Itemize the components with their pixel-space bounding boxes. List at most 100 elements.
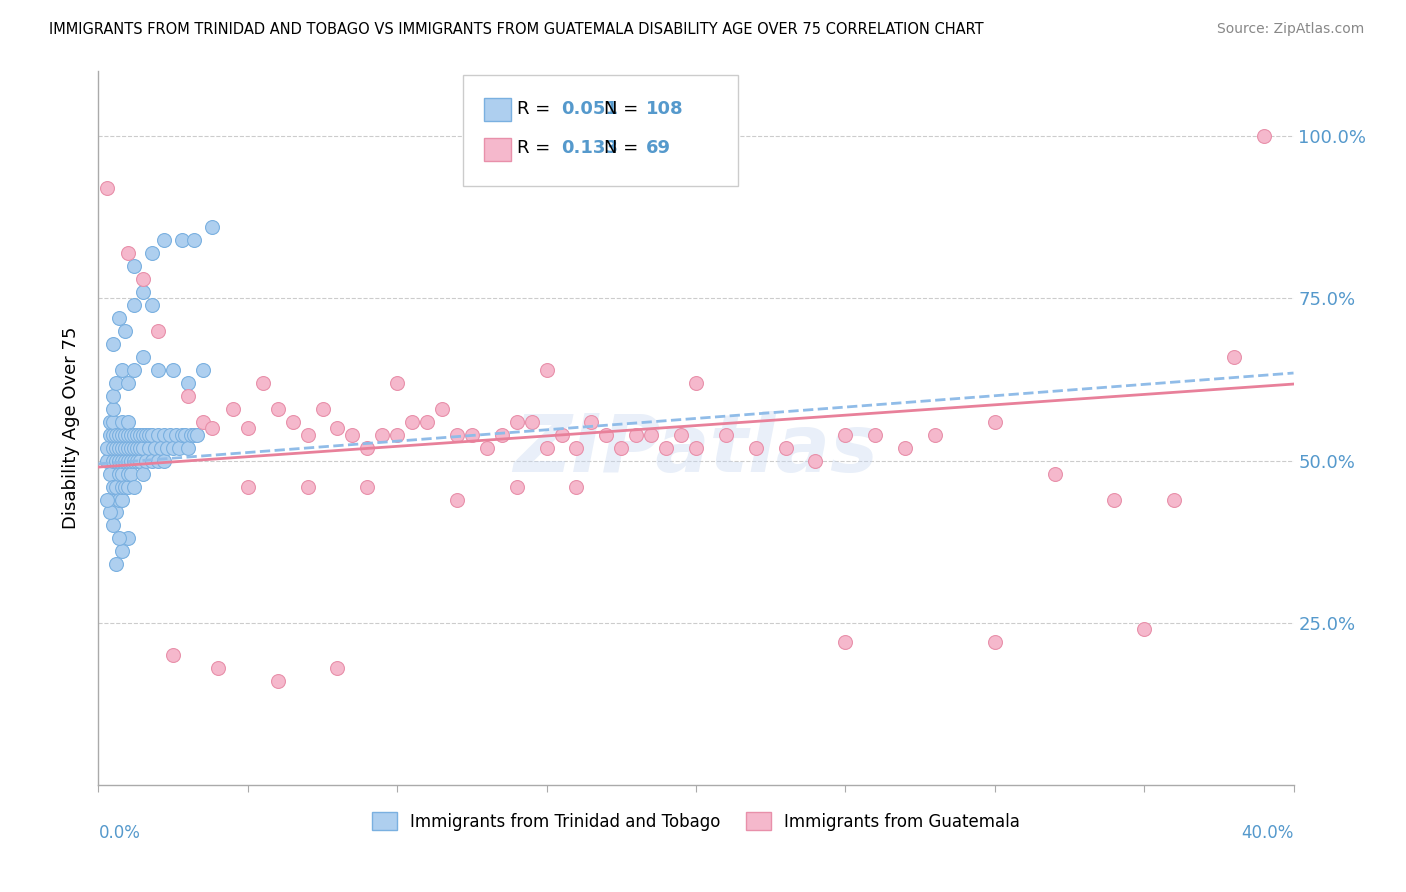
Point <box>475 441 498 455</box>
Point <box>98 427 122 442</box>
Point <box>174 427 197 442</box>
Point <box>108 427 131 442</box>
Point <box>201 220 224 235</box>
Point <box>506 479 529 493</box>
Point <box>96 492 118 507</box>
Point <box>111 363 134 377</box>
Point <box>626 427 648 442</box>
Point <box>127 427 149 442</box>
Point <box>153 233 176 247</box>
Point <box>114 479 136 493</box>
Point <box>124 298 146 312</box>
Point <box>132 467 155 481</box>
Point <box>124 259 146 273</box>
Point <box>111 427 134 442</box>
Point <box>1043 467 1066 481</box>
Point <box>162 648 184 663</box>
Point <box>236 421 259 435</box>
Point <box>135 453 157 467</box>
Point <box>135 427 157 442</box>
Point <box>103 401 125 416</box>
Point <box>446 427 468 442</box>
Point <box>129 453 152 467</box>
Point <box>326 661 349 675</box>
Point <box>120 441 142 455</box>
Point <box>326 421 349 435</box>
Point <box>536 441 558 455</box>
Point <box>401 415 423 429</box>
Point <box>834 635 856 649</box>
Point <box>191 363 214 377</box>
Point <box>96 453 118 467</box>
Point <box>108 467 131 481</box>
Point <box>129 441 152 455</box>
Point <box>111 479 134 493</box>
Text: 108: 108 <box>645 100 683 118</box>
Point <box>117 246 139 260</box>
Point <box>108 453 131 467</box>
Point <box>132 441 155 455</box>
Point <box>610 441 633 455</box>
Point <box>120 467 142 481</box>
Point <box>685 376 707 390</box>
Point <box>108 441 131 455</box>
Point <box>714 427 737 442</box>
Point <box>446 492 468 507</box>
Point <box>111 415 134 429</box>
Point <box>105 453 128 467</box>
Point <box>222 401 245 416</box>
Point <box>105 558 128 572</box>
Text: 40.0%: 40.0% <box>1241 824 1294 842</box>
Point <box>124 479 146 493</box>
Point <box>124 441 146 455</box>
Text: Source: ZipAtlas.com: Source: ZipAtlas.com <box>1216 22 1364 37</box>
Point <box>117 427 139 442</box>
Point <box>96 181 118 195</box>
Point <box>159 427 181 442</box>
Point <box>148 453 170 467</box>
Point <box>148 427 170 442</box>
Point <box>894 441 917 455</box>
Point <box>581 415 603 429</box>
Point <box>108 532 131 546</box>
Point <box>162 363 184 377</box>
Point <box>669 427 692 442</box>
Point <box>252 376 274 390</box>
Point <box>111 441 134 455</box>
Point <box>114 324 136 338</box>
Point <box>117 467 139 481</box>
Text: N =: N = <box>605 100 644 118</box>
Point <box>138 427 160 442</box>
Point <box>103 492 125 507</box>
Point <box>117 415 139 429</box>
Point <box>565 479 588 493</box>
Point <box>148 363 170 377</box>
FancyBboxPatch shape <box>485 98 510 121</box>
Point <box>984 415 1007 429</box>
Point <box>491 427 513 442</box>
Point <box>103 336 125 351</box>
Text: R =: R = <box>517 139 555 157</box>
Point <box>111 467 134 481</box>
Point <box>804 453 827 467</box>
Point <box>141 453 163 467</box>
Point <box>120 427 142 442</box>
Point <box>153 453 176 467</box>
Text: 0.133: 0.133 <box>561 139 617 157</box>
Point <box>96 441 118 455</box>
Point <box>124 453 146 467</box>
Point <box>236 479 259 493</box>
Point <box>177 441 200 455</box>
Point <box>385 376 409 390</box>
Legend: Immigrants from Trinidad and Tobago, Immigrants from Guatemala: Immigrants from Trinidad and Tobago, Imm… <box>366 805 1026 838</box>
Point <box>153 427 176 442</box>
Point <box>984 635 1007 649</box>
Point <box>745 441 768 455</box>
Text: 69: 69 <box>645 139 671 157</box>
Point <box>117 532 139 546</box>
Point <box>865 427 887 442</box>
Point <box>98 506 122 520</box>
Point <box>148 324 170 338</box>
FancyBboxPatch shape <box>463 75 738 186</box>
Point <box>430 401 453 416</box>
